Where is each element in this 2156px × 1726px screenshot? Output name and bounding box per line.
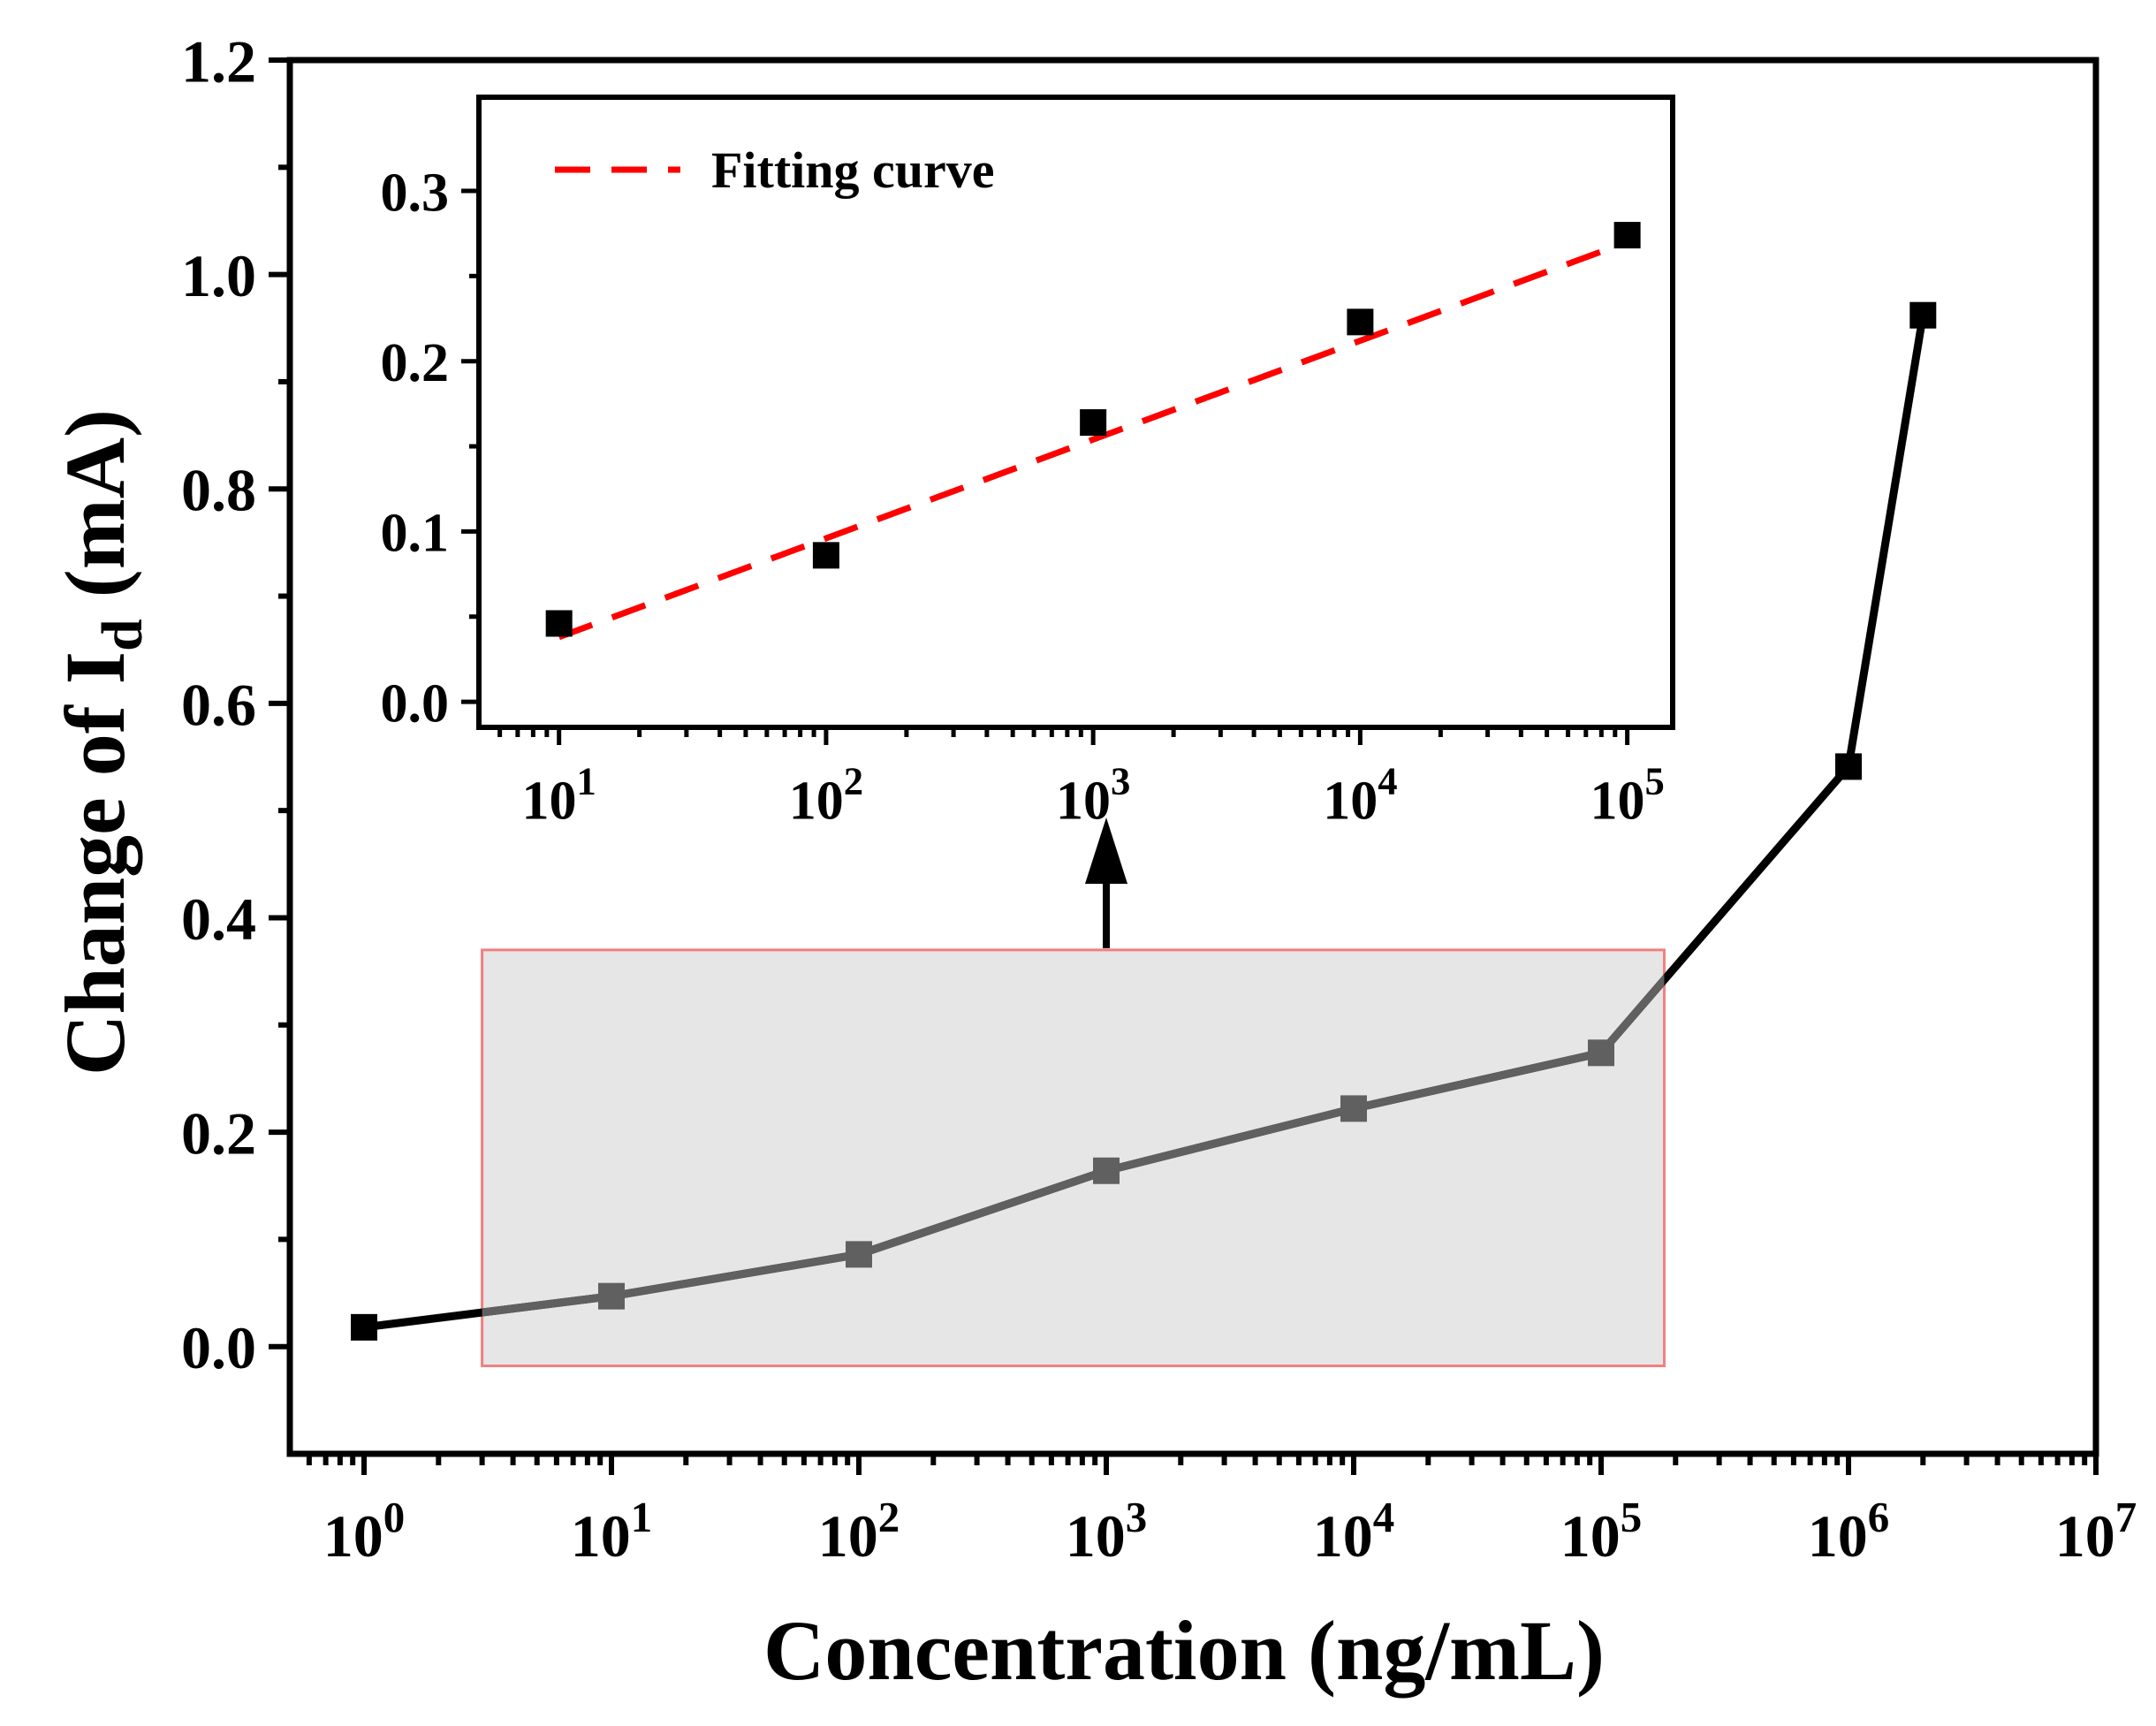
main-y-tick-label: 0.4: [181, 886, 256, 953]
inset-x-tick-label: 105: [1590, 759, 1664, 832]
main-data-point: [351, 1313, 377, 1341]
main-data-point: [846, 1241, 872, 1268]
main-x-tick-label: 105: [1560, 1493, 1642, 1570]
main-y-tick-label: 1.2: [181, 27, 256, 95]
x-axis-title: Concentration (ng/mL): [763, 1603, 1605, 1698]
legend-label: Fitting curve: [711, 141, 995, 199]
main-x-tick-label: 100: [323, 1493, 405, 1570]
main-series-highlight: [482, 973, 1665, 1317]
main-y-tick-label: 0.0: [181, 1314, 256, 1381]
inset-fitting-curve: [558, 239, 1628, 641]
y-axis-title: Change of Id (mA): [48, 409, 155, 1076]
main-data-point: [598, 1282, 625, 1310]
inset-legend: Fitting curve: [555, 141, 995, 199]
y-axis-title-prefix: Change of I: [48, 651, 142, 1076]
inset-x-tick-label: 104: [1323, 759, 1397, 832]
main-data-point: [1093, 1157, 1120, 1184]
inset-x-tick-label: 101: [522, 759, 596, 832]
main-x-tick-label: 101: [571, 1493, 652, 1570]
main-y-tick-label: 1.0: [181, 242, 256, 309]
inset-y-tick-label: 0.0: [381, 673, 450, 734]
y-axis-title-sub: d: [90, 619, 155, 651]
y-axis-title-suffix: (mA): [48, 409, 142, 619]
axis-titles: Concentration (ng/mL) Change of Id (mA): [48, 409, 1605, 1698]
inset-data-point: [1080, 409, 1107, 437]
inset-y-tick-label: 0.1: [381, 504, 450, 564]
main-x-tick-label: 102: [818, 1493, 900, 1570]
main-x-tick-label: 107: [2055, 1493, 2137, 1570]
main-plot: 0.0 0.2 0.4 0.6 0.8 1.0 1.2 100 101 102 103 104 105 1…: [181, 27, 2137, 1570]
inset-y-tick-label: 0.3: [381, 163, 450, 223]
main-data-point: [1835, 753, 1862, 780]
inset-y-tick-label: 0.2: [381, 333, 450, 393]
main-x-tick-label: 104: [1313, 1493, 1394, 1570]
inset-background: [479, 97, 1673, 727]
main-data-point: [1588, 1039, 1614, 1067]
inset-x-tick-label: 103: [1056, 759, 1130, 832]
inset-plot: 0.0 0.1 0.2 0.3 101 102 103 104 105 Fitting curve: [381, 95, 1675, 832]
inset-data-point: [1613, 222, 1641, 249]
main-x-tick-label: 106: [1808, 1493, 1889, 1570]
inset-data-point: [812, 542, 839, 569]
main-data-point: [1340, 1095, 1367, 1122]
main-data-point: [1909, 301, 1937, 329]
inset-plot-frame: [476, 95, 1675, 730]
inset-x-tick-label: 102: [789, 759, 863, 832]
arrow-head: [1085, 817, 1127, 884]
inset-data-point: [1347, 308, 1374, 336]
inset-data-point: [545, 610, 573, 637]
main-x-tick-label: 103: [1066, 1493, 1147, 1570]
main-y-tick-label: 0.8: [181, 457, 256, 524]
main-y-tick-label: 0.6: [181, 671, 256, 738]
main-series-line-highlight: [482, 973, 1665, 1317]
main-y-tick-label: 0.2: [181, 1100, 256, 1167]
highlight-region: [481, 948, 1666, 1368]
main-plot-frame: [286, 57, 2099, 1457]
